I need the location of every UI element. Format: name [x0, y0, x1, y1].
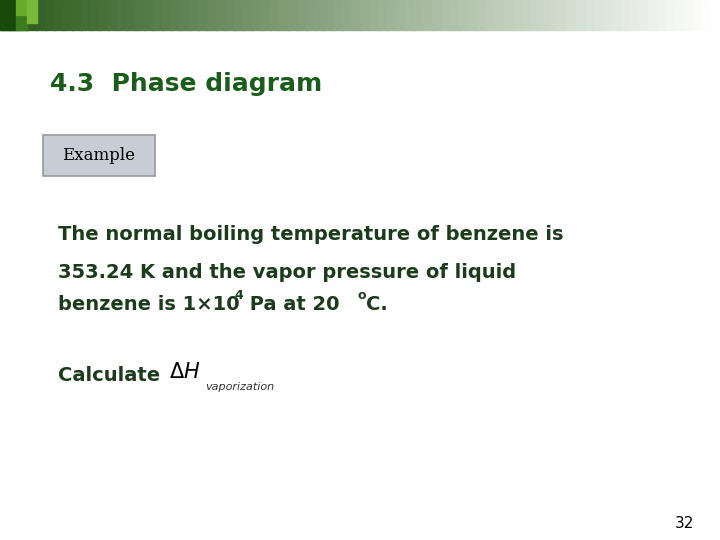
Bar — [36, 0, 46, 30]
Text: Calculate: Calculate — [58, 366, 160, 385]
Bar — [657, 0, 667, 30]
Text: 4: 4 — [234, 288, 243, 302]
Bar — [369, 0, 379, 30]
Bar — [225, 0, 235, 30]
Bar — [18, 0, 28, 30]
Text: $\Delta H$: $\Delta H$ — [169, 361, 201, 382]
Bar — [621, 0, 631, 30]
Bar — [603, 0, 613, 30]
Bar — [99, 0, 109, 30]
Bar — [315, 0, 325, 30]
Bar — [666, 0, 675, 30]
Bar — [459, 0, 469, 30]
Bar — [243, 0, 253, 30]
Bar — [180, 0, 190, 30]
Text: 32: 32 — [675, 516, 693, 531]
Bar — [360, 0, 370, 30]
Bar — [342, 0, 352, 30]
Bar — [81, 0, 91, 30]
Bar — [540, 0, 550, 30]
Bar — [16, 0, 27, 15]
Bar — [9, 0, 19, 30]
Bar — [288, 0, 298, 30]
Text: o: o — [357, 288, 366, 302]
Text: 353.24 K and the vapor pressure of liquid: 353.24 K and the vapor pressure of liqui… — [58, 263, 516, 282]
Bar — [585, 0, 595, 30]
Bar — [45, 0, 55, 30]
Bar — [108, 0, 118, 30]
Bar — [450, 0, 459, 30]
Bar — [27, 0, 37, 23]
Bar — [234, 0, 243, 30]
Bar — [16, 15, 27, 30]
Bar — [351, 0, 361, 30]
Bar — [423, 0, 433, 30]
Text: 4.3  Phase diagram: 4.3 Phase diagram — [50, 72, 323, 96]
Bar — [117, 0, 127, 30]
Text: benzene is 1×10: benzene is 1×10 — [58, 295, 239, 314]
Bar — [27, 0, 37, 30]
Bar — [279, 0, 289, 30]
Bar — [135, 0, 145, 30]
Bar — [0, 0, 10, 30]
Bar — [378, 0, 387, 30]
Bar — [495, 0, 505, 30]
Bar — [252, 0, 262, 30]
Bar — [639, 0, 649, 30]
Bar — [297, 0, 307, 30]
Bar — [684, 0, 693, 30]
Bar — [171, 0, 181, 30]
Bar — [90, 0, 99, 30]
Bar — [306, 0, 316, 30]
Text: vaporization: vaporization — [205, 382, 274, 392]
Bar — [324, 0, 334, 30]
Bar — [0, 0, 16, 30]
Bar — [396, 0, 406, 30]
Bar — [144, 0, 154, 30]
Text: Pa at 20: Pa at 20 — [243, 295, 340, 314]
Bar — [333, 0, 343, 30]
Bar — [270, 0, 280, 30]
Bar — [567, 0, 577, 30]
Bar — [513, 0, 523, 30]
Bar — [387, 0, 397, 30]
Text: Example: Example — [63, 147, 135, 164]
Bar — [693, 0, 703, 30]
Bar — [162, 0, 172, 30]
Bar — [477, 0, 487, 30]
Bar — [612, 0, 622, 30]
Bar — [189, 0, 199, 30]
Bar — [432, 0, 442, 30]
Bar — [486, 0, 496, 30]
Bar — [153, 0, 163, 30]
Bar — [405, 0, 415, 30]
Bar — [468, 0, 478, 30]
Bar — [576, 0, 585, 30]
Bar — [675, 0, 685, 30]
Bar — [504, 0, 514, 30]
Bar — [126, 0, 136, 30]
Bar — [414, 0, 423, 30]
Text: The normal boiling temperature of benzene is: The normal boiling temperature of benzen… — [58, 225, 563, 245]
Bar — [648, 0, 657, 30]
Bar — [441, 0, 451, 30]
Bar — [72, 0, 82, 30]
Text: C.: C. — [366, 295, 387, 314]
Bar — [531, 0, 541, 30]
Bar — [630, 0, 639, 30]
Bar — [594, 0, 603, 30]
Bar — [702, 0, 711, 30]
FancyBboxPatch shape — [43, 135, 155, 176]
Bar — [261, 0, 271, 30]
Bar — [711, 0, 720, 30]
Bar — [549, 0, 559, 30]
Bar — [522, 0, 531, 30]
Bar — [216, 0, 226, 30]
Bar — [558, 0, 567, 30]
Bar — [63, 0, 73, 30]
Bar — [54, 0, 64, 30]
Bar — [198, 0, 208, 30]
Bar — [207, 0, 217, 30]
